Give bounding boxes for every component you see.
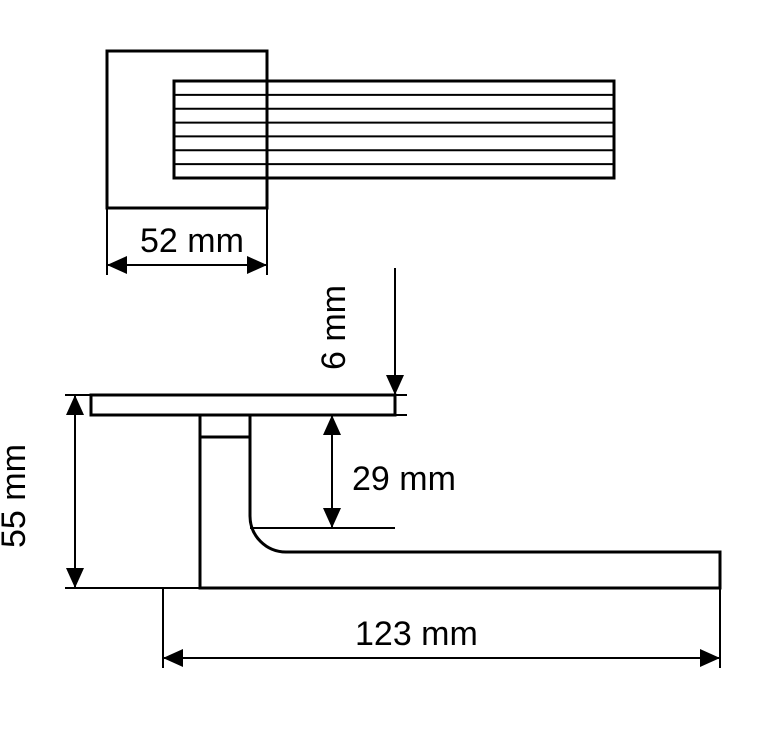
dimension-label: 52 mm xyxy=(140,222,244,260)
top-view xyxy=(174,95,614,164)
dimension-label: 29 mm xyxy=(352,460,456,498)
dimension-label: 123 mm xyxy=(355,615,478,653)
dimension-label: 6 mm xyxy=(315,285,353,370)
dimension-label: 55 mm xyxy=(0,444,33,548)
